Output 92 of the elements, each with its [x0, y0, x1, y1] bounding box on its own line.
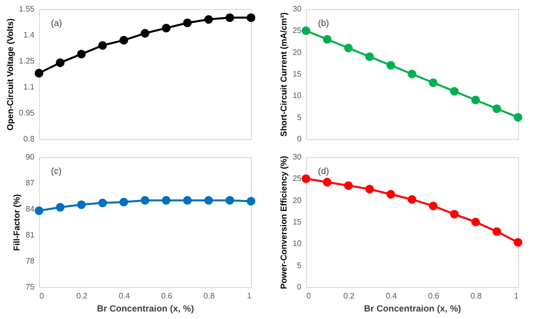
y-tick-label: 81	[26, 230, 36, 240]
y-tick-label: 30	[292, 152, 302, 162]
point	[322, 178, 332, 186]
y-tick-label: 90	[26, 152, 36, 162]
y-tick-label: 10	[292, 239, 302, 248]
y-axis-title: Short-Circuit Current (mA/cm²)	[278, 12, 289, 137]
x-tick-label: 0	[306, 292, 312, 300]
y-axis-title: Fill-Factor (%)	[12, 194, 22, 251]
point	[204, 15, 213, 24]
x-tick-label: 0.2	[343, 292, 356, 300]
y-tick-label: 0	[297, 134, 302, 144]
x-tick-label: 0.2	[76, 292, 88, 300]
point	[365, 52, 374, 61]
point	[56, 202, 65, 212]
point	[471, 96, 480, 104]
point	[386, 190, 396, 199]
point	[344, 181, 353, 190]
point	[408, 195, 416, 204]
y-tick-label: 20	[292, 196, 302, 205]
y-tick-label: 87	[26, 178, 36, 188]
point	[119, 36, 128, 45]
y-tick-label: 1.1	[23, 82, 36, 92]
point	[492, 104, 502, 113]
y-tick-label: 75	[26, 282, 36, 292]
point	[183, 196, 192, 205]
y-tick-label: 15	[292, 70, 302, 78]
y-tick-label: 0	[297, 282, 302, 292]
point	[514, 113, 522, 122]
x-tick-label: 1	[247, 292, 252, 300]
point	[450, 210, 459, 219]
point	[428, 202, 438, 210]
point	[428, 78, 438, 87]
point	[98, 198, 107, 208]
point	[246, 196, 256, 206]
point	[225, 13, 234, 22]
y-tick-label: 15	[292, 218, 302, 226]
point	[386, 61, 396, 70]
y-tick-label: 5	[297, 112, 302, 122]
x-tick-label: 0.4	[118, 292, 130, 300]
point	[302, 174, 310, 183]
point	[140, 28, 150, 38]
annotation: (c)	[51, 166, 62, 176]
y-tick-label: 25	[292, 26, 302, 36]
y-tick-label: 1.25	[18, 56, 36, 66]
y-axis-title: Power-Conversion Efficiency (%)	[278, 156, 289, 290]
point	[77, 50, 86, 58]
y-tick-label: 0.8	[23, 134, 36, 144]
point	[492, 227, 502, 236]
point	[322, 35, 332, 44]
y-tick-label: 20	[292, 48, 302, 57]
x-axis-title: Br Concentraion (x, %)	[364, 304, 462, 314]
x-axis-title: Br Concentraion (x, %)	[96, 304, 194, 314]
x-tick-label: 0.8	[204, 292, 216, 300]
x-tick-label: 0	[40, 292, 44, 300]
point	[162, 24, 171, 32]
point	[119, 198, 128, 206]
point	[471, 218, 480, 226]
y-tick-label: 84	[26, 204, 36, 214]
point	[302, 26, 310, 35]
annotation: (b)	[318, 18, 329, 28]
point	[34, 206, 44, 216]
y-tick-label: 30	[292, 4, 302, 14]
point	[204, 196, 213, 205]
point	[56, 58, 65, 68]
point	[365, 184, 374, 194]
y-tick-label: 0.95	[18, 108, 36, 118]
point	[162, 196, 171, 205]
x-tick-label: 0.6	[161, 292, 173, 300]
x-tick-label: 1	[514, 292, 520, 300]
point	[225, 196, 234, 205]
y-tick-label: 78	[26, 256, 36, 266]
point	[77, 200, 86, 209]
point	[183, 18, 192, 28]
y-tick-label: 10	[292, 91, 302, 100]
annotation: (a)	[51, 18, 62, 28]
y-axis-title: Open-Circuit Voltage (Volts)	[4, 18, 15, 131]
annotation: (d)	[318, 166, 329, 176]
point	[98, 41, 107, 50]
point	[246, 13, 256, 22]
point	[450, 87, 459, 96]
point	[140, 196, 150, 205]
point	[344, 44, 353, 52]
y-tick-label: 25	[292, 174, 302, 184]
y-tick-label: 5	[297, 260, 302, 270]
point	[408, 70, 416, 78]
y-tick-label: 1.55	[18, 4, 36, 14]
x-tick-label: 0.6	[428, 292, 440, 300]
y-tick-label: 1.4	[23, 30, 36, 40]
x-tick-label: 0.4	[386, 292, 398, 300]
point	[34, 68, 44, 78]
point	[514, 238, 522, 247]
x-tick-label: 0.8	[470, 292, 482, 300]
